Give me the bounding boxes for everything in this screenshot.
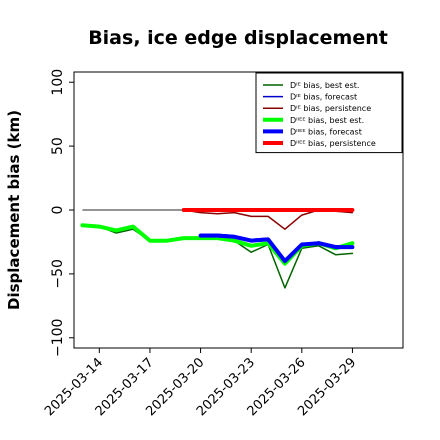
y-axis-label: Displacement bias (km) [5,110,23,310]
series-line-5 [198,233,355,264]
legend-label: Dᴵᴵᴱᴱ bias, best est. [290,116,364,125]
series-line-3 [182,209,354,230]
y-tick-label: −100 [50,319,66,357]
y-tick-label: 100 [50,69,66,96]
legend-label: Dᴵᴱ bias, forecast [290,93,357,102]
y-tick-label: 0 [50,206,66,215]
legend-label: Dᴵᴱ bias, persistence [290,104,371,113]
legend: Dᴵᴱ bias, best est. Dᴵᴱ bias, forecast Dᴵᴱ… [255,72,403,154]
legend-label: Dᴵᴵᴱᴱ bias, persistence [290,139,376,148]
y-tick-label: 50 [50,137,66,155]
legend-label: Dᴵᴵᴱᴱ bias, forecast [290,127,362,136]
chart-title: Bias, ice edge displacement [88,27,388,49]
legend-label: Dᴵᴱ bias, best est. [290,81,359,90]
legend-box [255,72,403,154]
y-tick-label: −50 [50,259,66,289]
